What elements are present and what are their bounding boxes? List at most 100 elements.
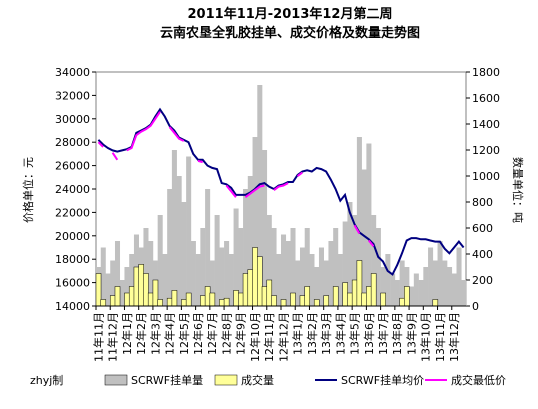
volume-bar bbox=[290, 228, 296, 306]
volume-bar bbox=[432, 260, 438, 306]
y-tick-label: 18000 bbox=[55, 253, 90, 266]
volume-bar bbox=[352, 215, 358, 306]
y2-tick-label: 200 bbox=[472, 274, 493, 287]
volume-bar bbox=[342, 221, 348, 306]
volume-bar bbox=[361, 292, 367, 307]
volume-bar bbox=[219, 299, 225, 307]
x-tick-label: 12年8月 bbox=[219, 312, 233, 355]
y-tick-label: 20000 bbox=[55, 230, 90, 243]
x-tick-label: 12年1月 bbox=[120, 312, 134, 355]
volume-bar bbox=[262, 150, 268, 306]
volume-bar bbox=[380, 267, 386, 306]
volume-bar bbox=[243, 189, 249, 306]
volume-bar bbox=[171, 150, 177, 306]
volume-bar bbox=[252, 247, 258, 307]
volume-bar bbox=[451, 273, 457, 306]
volume-bar bbox=[190, 241, 196, 306]
volume-bar bbox=[143, 228, 149, 306]
legend-swatch bbox=[214, 374, 238, 386]
volume-bar bbox=[128, 286, 135, 307]
volume-bar bbox=[323, 295, 329, 307]
x-tick-label: 11年12月 bbox=[106, 312, 120, 362]
x-tick-label: 13年4月 bbox=[333, 312, 347, 355]
volume-bar bbox=[195, 254, 201, 306]
volume-bar bbox=[328, 241, 334, 306]
volume-bar bbox=[129, 254, 135, 306]
volume-bar bbox=[418, 280, 424, 306]
volume-bar bbox=[109, 295, 116, 307]
x-tick-label: 13年7月 bbox=[376, 312, 390, 355]
volume-bar bbox=[347, 202, 353, 306]
volume-bar bbox=[209, 260, 215, 306]
volume-bar bbox=[152, 279, 159, 307]
volume-bar bbox=[214, 215, 220, 306]
volume-bar bbox=[309, 254, 315, 306]
volume-bar bbox=[447, 267, 453, 306]
volume-bar bbox=[390, 273, 396, 306]
volume-bar bbox=[247, 269, 254, 307]
volume-bar bbox=[380, 292, 386, 307]
volume-bar bbox=[166, 297, 173, 307]
y-tick-label: 16000 bbox=[55, 277, 90, 290]
x-tick-label: 13年9月 bbox=[404, 312, 418, 355]
volume-bar bbox=[181, 299, 187, 307]
x-tick-label: 13年8月 bbox=[390, 312, 404, 355]
volume-bar bbox=[238, 228, 244, 306]
price-line bbox=[97, 107, 465, 276]
volume-bar bbox=[162, 254, 168, 306]
x-tick-label: 13年10月 bbox=[419, 312, 433, 362]
x-tick-label: 13年5月 bbox=[348, 312, 362, 355]
x-tick-label: 12年5月 bbox=[177, 312, 191, 355]
chart-title: 2011年11月-2013年12月第二周 bbox=[188, 6, 393, 22]
volume-bar bbox=[257, 85, 263, 306]
volume-bar bbox=[366, 286, 372, 307]
volume-bar bbox=[148, 241, 154, 306]
y-tick-label: 22000 bbox=[55, 206, 90, 219]
volume-bar bbox=[105, 273, 111, 306]
volume-bar bbox=[281, 234, 287, 306]
volume-bar bbox=[271, 228, 277, 306]
volume-bar bbox=[404, 286, 410, 307]
volume-bar bbox=[285, 241, 291, 306]
y-tick-label: 30000 bbox=[55, 113, 90, 126]
y2-tick-label: 1400 bbox=[472, 118, 500, 131]
volume-bar bbox=[266, 215, 272, 306]
y-tick-label: 28000 bbox=[55, 136, 90, 149]
volume-bar bbox=[233, 290, 239, 307]
volume-bar bbox=[413, 273, 419, 306]
volume-bar bbox=[114, 241, 121, 306]
volume-bar bbox=[314, 267, 320, 306]
x-tick-label: 13年2月 bbox=[305, 312, 319, 355]
volume-bar bbox=[313, 299, 320, 307]
volume-bar bbox=[247, 176, 253, 306]
legend-label: SCRWF挂单均价 bbox=[341, 373, 424, 387]
volume-bar bbox=[138, 264, 144, 307]
y-tick-label: 14000 bbox=[55, 300, 90, 313]
volume-bar bbox=[399, 297, 405, 307]
volume-bar bbox=[233, 208, 239, 306]
legend-label: 成交最低价 bbox=[451, 373, 506, 387]
volume-bar bbox=[186, 156, 192, 306]
volume-bar bbox=[370, 273, 377, 307]
volume-bar bbox=[219, 247, 225, 306]
volume-bar bbox=[224, 241, 230, 306]
volume-bar bbox=[271, 295, 277, 307]
volume-bar bbox=[304, 228, 310, 306]
volume-bar bbox=[257, 256, 263, 307]
y-tick-label: 24000 bbox=[55, 183, 90, 196]
volume-bar bbox=[114, 286, 121, 307]
volume-bar bbox=[366, 143, 372, 306]
volume-bar bbox=[432, 299, 439, 307]
volume-bar bbox=[204, 286, 211, 307]
x-tick-label: 12年10月 bbox=[248, 312, 262, 362]
x-tick-label: 13年12月 bbox=[447, 312, 461, 362]
volume-bar bbox=[299, 247, 306, 306]
volume-bar bbox=[318, 247, 324, 306]
volume-bar bbox=[337, 254, 343, 306]
volume-bar bbox=[100, 247, 106, 306]
volume-bar bbox=[361, 169, 367, 306]
volume-bar bbox=[110, 260, 116, 306]
y-tick-label: 26000 bbox=[55, 160, 90, 173]
x-tick-label: 12年12月 bbox=[276, 312, 290, 362]
x-tick-label: 12年3月 bbox=[148, 312, 162, 355]
